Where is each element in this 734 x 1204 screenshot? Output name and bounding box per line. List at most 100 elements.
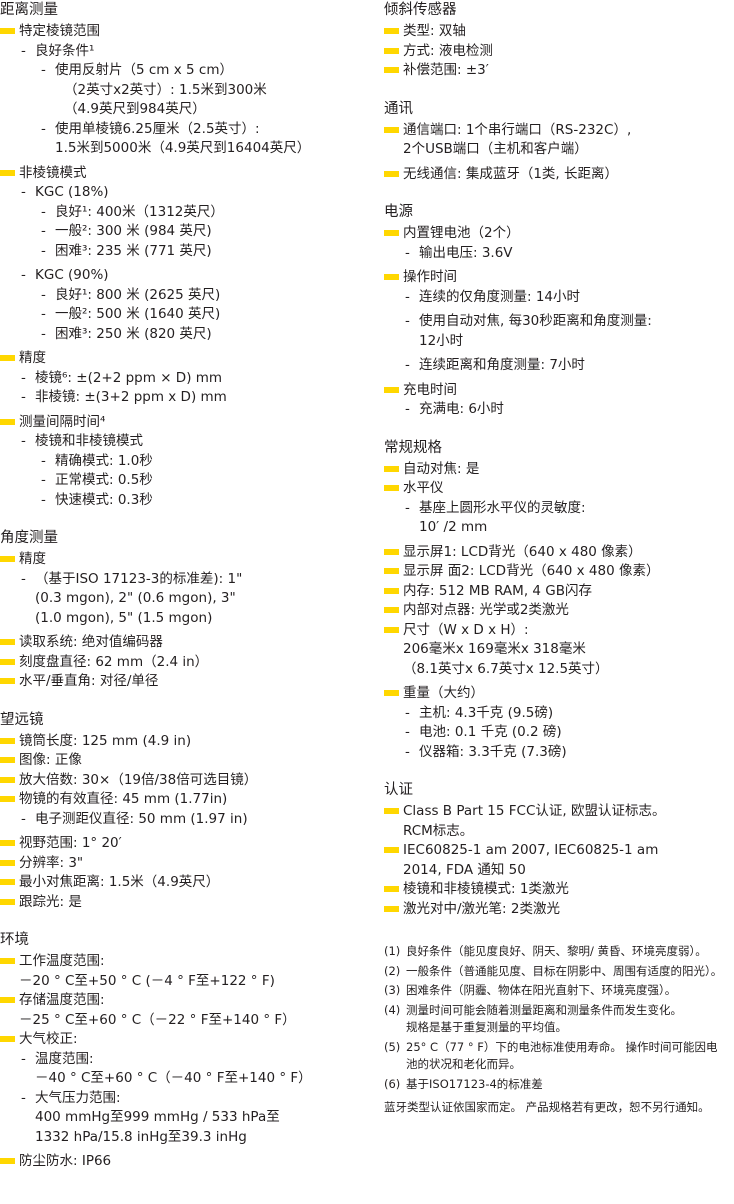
footnote: (6) 基于ISO17123-4的标准差 (384, 1076, 734, 1094)
yellow-bullet-icon (0, 169, 15, 176)
spec-item: 物镜的有效直径: 45 mm (1.77in) (0, 790, 370, 810)
spec-item: - 主机: 4.3千克 (9.5磅) (384, 704, 734, 724)
spec-item: 内部对点器: 光学或2类激光 (384, 601, 734, 621)
dash-marker: - (21, 42, 26, 59)
spec-text: 内置锂电池（2个） (403, 225, 520, 241)
spec-text: 视野范围: 1° 20′ (19, 835, 122, 851)
yellow-bullet-icon (384, 230, 399, 236)
spec-item: - KGC (18%) (0, 183, 370, 203)
spec-text: Class B Part 15 FCC认证, 欧盟认证标志。 (403, 803, 666, 819)
yellow-bullet-icon (0, 28, 15, 34)
yellow-bullet-icon (384, 626, 399, 633)
spec-item: - 基座上圆形水平仪的灵敏度: 10′ /2 mm (384, 499, 734, 538)
right-column: 倾斜传感器 类型: 双轴 方式: 液电检测 补偿范围: ±3′ 通讯 通信端口: 1个串行… (384, 0, 734, 1116)
spec-item: - 困难³: 235 米 (771 英尺) (0, 242, 370, 262)
footnote-number: (4) (384, 1002, 401, 1017)
section-title: 常规规格 (384, 439, 442, 456)
dash-marker: - (405, 743, 410, 760)
spec-text: 无线通信: 集成蓝牙（1类, 长距离） (403, 165, 619, 182)
spec-text: 自动对焦: 是 (403, 460, 480, 477)
spec-item: 读取系统: 绝对值编码器 (0, 633, 370, 653)
spec-item: - 棱镜和非棱镜模式 (0, 432, 370, 452)
yellow-bullet-icon (0, 1036, 15, 1042)
dash-marker: - (41, 325, 46, 342)
yellow-bullet-icon (384, 465, 399, 472)
spec-item: 工作温度范围: －20 ° C至+50 ° C (－4 ° F至+122 ° F) (0, 952, 370, 991)
yellow-bullet-icon (384, 548, 399, 555)
yellow-bullet-icon (384, 808, 399, 814)
spec-item: - 使用单棱镜6.25厘米（2.5英寸）: 1.5米到5000米（4.9英尺到164… (0, 120, 370, 159)
spec-text: KGC (18%) (35, 184, 109, 200)
spec-item: - 良好¹: 400米（1312英尺） (0, 203, 370, 223)
spec-text: 400 mmHg至999 mmHg / 533 hPa至 (35, 1109, 280, 1125)
spec-item: - （基于ISO 17123-3的标准差): 1" (0.3 mgon), 2" … (0, 570, 370, 629)
footnotes: (1) 良好条件（能见度良好、阴天、黎明/ 黄昏、环境亮度弱）。 (2) 一般条件（普… (384, 943, 734, 1093)
spec-item: - 良好¹: 800 米 (2625 英尺) (0, 286, 370, 306)
dash-marker: - (21, 267, 26, 283)
spec-section: 倾斜传感器 类型: 双轴 方式: 液电检测 补偿范围: ±3′ (384, 0, 734, 81)
yellow-bullet-icon (0, 997, 15, 1003)
spec-item: 方式: 液电检测 (384, 42, 734, 62)
spec-text: 补偿范围: ±3′ (403, 62, 489, 78)
spec-item: - 大气压力范围: 400 mmHg至999 mmHg / 533 hPa至 1332… (0, 1089, 370, 1148)
spec-item: 图像: 正像 (0, 751, 370, 771)
spec-text: 良好条件¹ (35, 42, 95, 59)
spec-item: - 温度范围: －40 ° C至+60 ° C（－40 ° F至+140 ° F） (0, 1050, 370, 1089)
yellow-bullet-icon (384, 170, 399, 177)
spec-text: （基于ISO 17123-3的标准差): 1" (35, 570, 243, 587)
spec-item: IEC60825-1 am 2007, IEC60825-1 am 2014, F… (384, 841, 734, 880)
spec-text: 最小对焦距离: 1.5米（4.9英尺） (19, 874, 220, 890)
spec-text: (0.3 mgon), 2" (0.6 mgon), 3" (35, 590, 236, 606)
footnote: (3) 困难条件（阴霾、物体在阳光直射下、环境亮度强）。 (384, 982, 734, 1000)
spec-item: 放大倍数: 30×（19倍/38倍可选目镜） (0, 771, 370, 791)
section-title: 环境 (0, 932, 29, 948)
spec-text: 1332 hPa/15.8 inHg至39.3 inHg (35, 1128, 247, 1145)
spec-text: 精确模式: 1.0秒 (55, 452, 153, 469)
spec-text: 使用反射片（5 cm x 5 cm） (55, 62, 233, 78)
spec-item: - 输出电压: 3.6V (384, 244, 734, 264)
yellow-bullet-icon (0, 737, 15, 744)
spec-item: 充电时间 (384, 381, 734, 401)
spec-section: 认证 Class B Part 15 FCC认证, 欧盟认证标志。 RCM标志。 IE… (384, 780, 734, 919)
spec-item: - 快速模式: 0.3秒 (0, 491, 370, 511)
yellow-bullet-icon (384, 47, 399, 54)
spec-item: - 棱镜⁶: ±(2+2 ppm × D) mm (0, 369, 370, 389)
spec-text: 非棱镜: ±(3+2 ppm x D) mm (35, 389, 227, 405)
yellow-bullet-icon (384, 67, 399, 73)
yellow-bullet-icon (384, 587, 399, 594)
spec-item: - 电子测距仪直径: 50 mm (1.97 in) (0, 810, 370, 830)
section-title: 角度测量 (0, 530, 58, 546)
yellow-bullet-icon (384, 886, 399, 892)
yellow-bullet-icon (0, 879, 15, 885)
spec-text: （2英寸x2英寸）: 1.5米到300米 (64, 81, 267, 98)
spec-text: 特定棱镜范围 (19, 23, 100, 39)
yellow-bullet-icon (0, 678, 15, 684)
spec-text: 精度 (19, 350, 46, 366)
spec-text: 水平/垂直角: 对径/单径 (19, 673, 159, 689)
footnote: (5) 25° C（77 ° F）下的电池标准使用寿命。 操作时间可能因电 池的状况… (384, 1039, 734, 1074)
spec-item: 棱镜和非棱镜模式: 1类激光 (384, 880, 734, 900)
spec-item: 无线通信: 集成蓝牙（1类, 长距离） (384, 165, 734, 185)
spec-text: 工作温度范围: (19, 953, 105, 969)
dash-marker: - (41, 120, 46, 137)
spec-item: 尺寸（W x D x H）: 206毫米x 169毫米x 318毫米 （8.1英寸x… (384, 621, 734, 680)
dash-marker: - (405, 401, 410, 417)
spec-item: 重量（大约） (384, 684, 734, 704)
spec-item: - 使用反射片（5 cm x 5 cm） （2英寸x2英寸）: 1.5米到300米 （… (0, 61, 370, 120)
spec-item: 精度 (0, 550, 370, 570)
spec-item: 视野范围: 1° 20′ (0, 834, 370, 854)
spec-text: 一般²: 500 米 (1640 英尺) (55, 306, 221, 322)
spec-text: 方式: 液电检测 (403, 42, 493, 59)
spec-text: RCM标志。 (403, 822, 474, 839)
dash-marker: - (21, 433, 26, 449)
spec-item: 跟踪光: 是 (0, 893, 370, 913)
dash-marker: - (21, 1050, 26, 1067)
spec-section: 电源 内置锂电池（2个） - 输出电压: 3.6V 操作时间 - 连续的仅角度测量: 14小… (384, 202, 734, 420)
dash-marker: - (405, 313, 410, 329)
spec-text: 跟踪光: 是 (19, 893, 82, 910)
spec-text: 显示屏1: LCD背光（640 x 480 像素） (403, 543, 642, 560)
spec-item: 防尘防水: IP66 (0, 1152, 370, 1172)
spec-text: 重量（大约） (403, 685, 484, 701)
spec-text: 使用自动对焦, 每30秒距离和角度测量: (419, 313, 652, 329)
footnote: (4) 测量时间可能会随着测量距离和测量条件而发生变化。 规格是基于重复测量的平均值… (384, 1002, 734, 1037)
